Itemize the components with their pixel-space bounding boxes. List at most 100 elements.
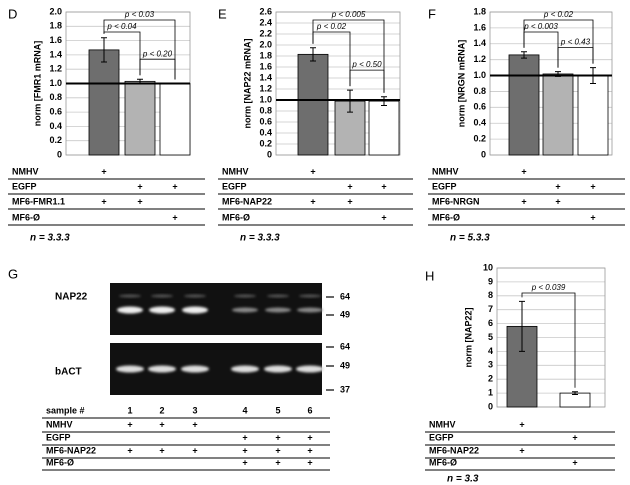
plus-sign: + <box>242 445 247 455</box>
p-value: p < 0.003 <box>523 22 558 31</box>
band-label: bACT <box>55 367 82 378</box>
plus-sign: + <box>519 419 524 429</box>
plus-sign: + <box>172 212 177 222</box>
band-label: NAP22 <box>55 292 88 303</box>
y-axis-label: norm [FMR1 mRNA] <box>32 41 42 127</box>
sample-number: 5 <box>275 405 280 415</box>
y-tick-label: 6 <box>488 318 493 328</box>
panel-label: G <box>8 266 18 281</box>
sample-number: 1 <box>127 405 132 415</box>
band <box>297 307 323 313</box>
y-tick-label: 0.2 <box>473 133 486 143</box>
p-value: p < 0.43 <box>560 38 591 47</box>
row-label: sample # <box>46 405 85 415</box>
row-label: MF6-FMR1.1 <box>12 196 65 206</box>
panel-label: H <box>425 268 434 283</box>
y-tick-label: 1.6 <box>49 35 62 45</box>
y-tick-label: 0.2 <box>259 138 272 148</box>
y-tick-label: 0 <box>481 149 486 159</box>
row-label: NMHV <box>222 166 249 176</box>
p-value: p < 0.50 <box>351 60 382 69</box>
row-label: MF6-NAP22 <box>46 445 96 455</box>
panel-label: D <box>8 6 17 21</box>
sample-number: 3 <box>192 405 197 415</box>
n-label: n = 3.3.3 <box>240 233 280 244</box>
y-tick-label: 10 <box>483 262 493 272</box>
plus-sign: + <box>521 196 526 206</box>
row-label: NMHV <box>46 419 73 429</box>
y-tick-label: 1 <box>488 387 493 397</box>
band <box>184 294 206 298</box>
error-bar <box>310 47 316 62</box>
marker-label: 64 <box>340 341 350 351</box>
plus-sign: + <box>242 432 247 442</box>
plus-sign: + <box>159 419 164 429</box>
plus-sign: + <box>381 181 386 191</box>
plus-sign: + <box>381 212 386 222</box>
plus-sign: + <box>172 181 177 191</box>
y-tick-label: 7 <box>488 304 493 314</box>
y-tick-label: 0.6 <box>259 116 272 126</box>
band <box>117 306 143 314</box>
y-tick-label: 4 <box>488 346 493 356</box>
bracket <box>312 31 351 87</box>
y-tick-label: 1.0 <box>259 94 272 104</box>
plus-sign: + <box>307 445 312 455</box>
plus-sign: + <box>192 419 197 429</box>
marker-label: 49 <box>340 309 350 319</box>
panel-label: F <box>428 6 436 21</box>
y-axis-label: norm [NAP22] <box>463 307 473 367</box>
bracket <box>521 292 576 388</box>
y-tick-label: 0.8 <box>473 86 486 96</box>
p-value: p < 0.02 <box>316 22 347 31</box>
plus-sign: + <box>192 445 197 455</box>
y-tick-label: 1.2 <box>259 83 272 93</box>
plus-sign: + <box>101 166 106 176</box>
y-tick-label: 0.6 <box>49 106 62 116</box>
y-tick-label: 1.4 <box>259 72 272 82</box>
row-label: EGFP <box>46 432 71 442</box>
y-tick-label: 2 <box>488 374 493 384</box>
y-tick-label: 9 <box>488 276 493 286</box>
y-tick-label: 1.2 <box>473 54 486 64</box>
y-tick-label: 1.8 <box>49 21 62 31</box>
plus-sign: + <box>555 181 560 191</box>
plus-sign: + <box>127 445 132 455</box>
y-tick-label: 2.0 <box>259 39 272 49</box>
row-label: MF6-Ø <box>432 212 460 222</box>
row-label: NMHV <box>432 166 459 176</box>
p-value: p < 0.04 <box>106 22 137 31</box>
band <box>151 294 173 298</box>
plus-sign: + <box>275 445 280 455</box>
plus-sign: + <box>159 445 164 455</box>
plus-sign: + <box>242 457 247 467</box>
row-label: MF6-Ø <box>12 212 40 222</box>
y-axis-label: norm [NAP22 mRNA] <box>242 38 252 128</box>
plus-sign: + <box>310 196 315 206</box>
bracket <box>103 19 176 80</box>
row-label: NMHV <box>429 419 456 429</box>
p-value: p < 0.20 <box>142 49 173 58</box>
error-bar <box>572 391 578 395</box>
y-tick-label: 2.4 <box>259 17 272 27</box>
y-tick-label: 2.0 <box>49 6 62 16</box>
y-tick-label: 2.6 <box>259 6 272 16</box>
band <box>232 307 258 313</box>
row-label: EGFP <box>432 181 457 191</box>
band <box>182 306 208 314</box>
row-label: EGFP <box>12 181 37 191</box>
y-tick-label: 0.4 <box>49 121 62 131</box>
plus-sign: + <box>137 196 142 206</box>
bracket <box>139 58 176 80</box>
plus-sign: + <box>137 181 142 191</box>
n-label: n = 3.3 <box>447 474 479 485</box>
bracket <box>103 31 141 76</box>
y-tick-label: 1.6 <box>473 22 486 32</box>
bracket <box>557 47 594 68</box>
marker-label: 64 <box>340 291 350 301</box>
y-tick-label: 0.8 <box>49 92 62 102</box>
y-tick-label: 0.2 <box>49 135 62 145</box>
row-label: EGFP <box>429 432 454 442</box>
row-label: MF6-NRGN <box>432 196 480 206</box>
